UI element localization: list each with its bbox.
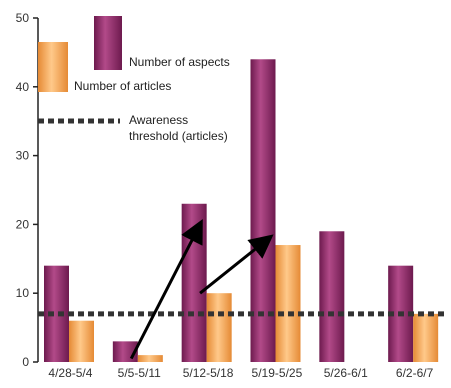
trend-arrow: [129, 219, 203, 360]
bar-articles: [137, 355, 163, 362]
y-tick-label: 0: [22, 355, 29, 369]
bar-aspects: [44, 265, 69, 362]
y-tick-label: 30: [16, 149, 30, 163]
bar-articles: [206, 293, 232, 362]
y-tick-label: 20: [16, 217, 30, 231]
trend-arrows: [129, 219, 274, 360]
bar-articles: [413, 313, 439, 362]
x-tick-label: 5/26-6/1: [324, 366, 368, 380]
x-tick-label: 5/19-5/25: [252, 366, 303, 380]
bar-aspects: [250, 59, 276, 362]
bar-articles: [275, 245, 301, 362]
bar-articles: [69, 320, 94, 362]
legend: Number of aspects Number of articles Awa…: [38, 16, 230, 143]
y-tick-label: 40: [16, 80, 30, 94]
y-tick-label: 10: [16, 286, 30, 300]
bars: [44, 59, 439, 362]
x-tick-label: 5/12-5/18: [183, 366, 234, 380]
legend-swatch-aspects: [94, 16, 122, 70]
y-axis: 0 10 20 30 40 50: [16, 11, 39, 369]
legend-label-threshold-line1: Awareness: [129, 113, 188, 127]
x-tick-label: 4/28-5/4: [48, 366, 92, 380]
legend-label-articles: Number of articles: [74, 79, 171, 93]
x-tick-label: 6/2-6/7: [396, 366, 434, 380]
bar-aspects: [181, 203, 207, 362]
x-tick-label: 5/5-5/11: [118, 366, 161, 380]
x-axis-labels: 4/28-5/4 5/5-5/11 5/12-5/18 5/19-5/25 5/26-6…: [48, 366, 433, 380]
legend-label-aspects: Number of aspects: [129, 55, 230, 69]
legend-swatch-articles: [38, 42, 68, 92]
trend-arrow: [199, 234, 274, 295]
y-tick-label: 50: [16, 11, 30, 25]
bar-aspects: [319, 231, 345, 362]
legend-label-threshold-line2: threshold (articles): [129, 129, 228, 143]
